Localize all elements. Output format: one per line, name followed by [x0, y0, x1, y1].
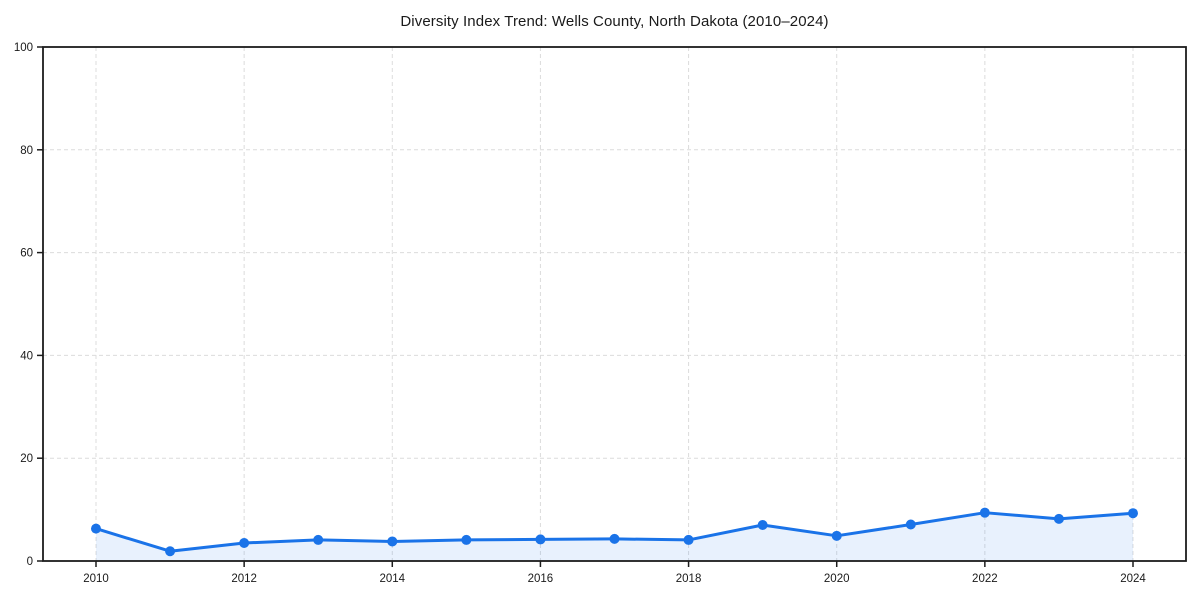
x-tick-label: 2022	[972, 573, 998, 585]
area-fill	[96, 512, 1133, 561]
data-point-2014	[387, 536, 398, 547]
data-point-2010	[91, 523, 101, 534]
data-point-2011	[165, 546, 176, 557]
y-tick-label: 100	[14, 42, 33, 54]
data-point-2024	[1128, 508, 1138, 519]
data-point-2018	[683, 534, 694, 545]
y-tick-label: 0	[27, 556, 33, 568]
data-point-2020	[831, 530, 842, 541]
data-point-2022	[979, 507, 990, 518]
x-tick-label: 2020	[824, 573, 850, 585]
data-point-2021	[905, 519, 916, 530]
plot-border	[42, 46, 1187, 562]
x-tick-label: 2014	[379, 573, 405, 585]
x-tick-label: 2012	[231, 573, 257, 585]
y-tick-label: 80	[20, 145, 33, 157]
data-point-2017	[609, 533, 620, 544]
chart-title: Diversity Index Trend: Wells County, Nor…	[400, 13, 829, 30]
y-tick-label: 60	[20, 248, 33, 260]
data-point-2016	[535, 534, 546, 545]
data-point-2015	[461, 534, 472, 545]
x-tick-label: 2018	[676, 573, 702, 585]
data-point-2013	[313, 534, 324, 545]
data-point-2012	[239, 538, 250, 549]
y-tick-label: 40	[20, 350, 33, 362]
x-tick-label: 2016	[528, 573, 554, 585]
data-point-2019	[757, 520, 768, 531]
x-tick-label: 2010	[83, 573, 109, 585]
y-tick-label: 20	[20, 453, 33, 465]
data-point-2023	[1053, 513, 1064, 524]
x-tick-label: 2024	[1120, 573, 1146, 585]
